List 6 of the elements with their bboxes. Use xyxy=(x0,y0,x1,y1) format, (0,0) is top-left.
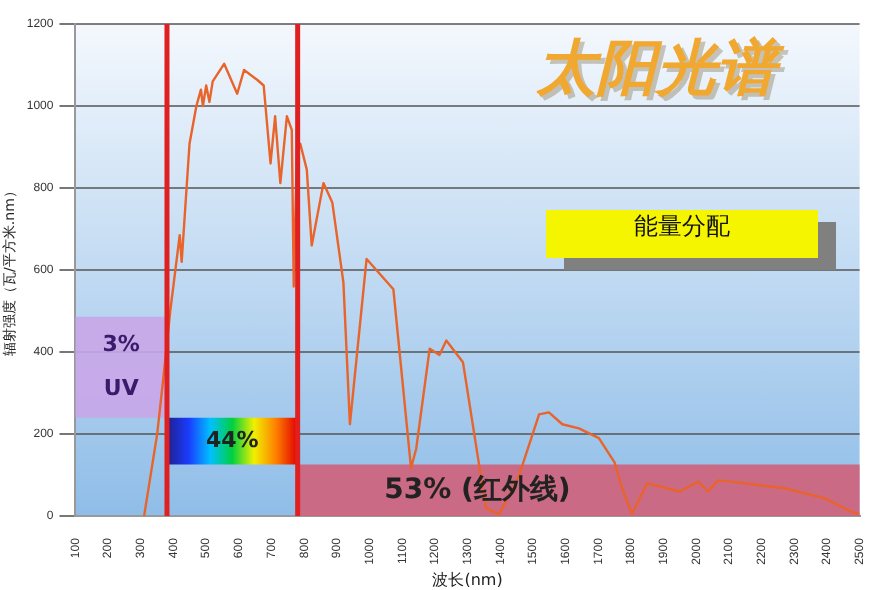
band-label: 3% UV xyxy=(102,331,140,401)
band-label: 53% (红外线) xyxy=(384,473,571,506)
chart-title: 太阳光谱 xyxy=(535,37,790,108)
callout-box: 能量分配 xyxy=(545,210,818,259)
x-axis-title: 波长(nm) xyxy=(432,570,503,589)
band-label: 44% xyxy=(205,426,259,453)
